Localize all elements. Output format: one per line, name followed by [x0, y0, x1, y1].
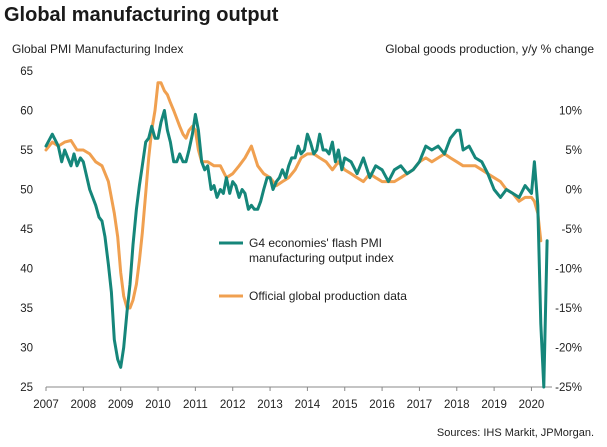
right-y-ticks: -25% -20% -15% -10% -5% 0% 5% 10% [555, 106, 582, 395]
legend-label-official: Official global production data [249, 289, 407, 303]
x-tick-label: 2009 [108, 399, 134, 411]
left-y-tick-label: 35 [20, 303, 33, 315]
left-y-tick-label: 45 [20, 224, 33, 236]
x-tick-label: 2014 [295, 399, 321, 411]
x-tick-label: 2010 [145, 399, 171, 411]
right-y-tick-label: -10% [555, 264, 582, 276]
x-tick-label: 2011 [183, 399, 208, 411]
legend-label-pmi: G4 economies' flash PMI manufacturing ou… [249, 236, 394, 265]
right-y-tick-label: 10% [559, 106, 582, 118]
right-y-tick-label: -25% [555, 382, 582, 394]
left-y-tick-label: 30 [20, 343, 33, 355]
right-y-tick-label: -15% [555, 303, 582, 315]
legend: G4 economies' flash PMI manufacturing ou… [219, 236, 407, 303]
left-y-tick-label: 65 [20, 66, 33, 78]
x-tick-label: 2015 [332, 399, 358, 411]
x-tick-label: 2007 [33, 399, 59, 411]
series-layer [44, 81, 549, 389]
right-y-tick-label: -20% [555, 343, 582, 355]
legend-label-pmi-line2: manufacturing output index [249, 251, 394, 265]
left-y-ticks: 25 30 35 40 45 50 55 60 65 [20, 66, 33, 394]
x-tick-label: 2019 [481, 399, 507, 411]
x-ticks: 2007 2008 2009 2010 2011 2012 2013 2014 2015 2016… [33, 387, 544, 411]
left-y-tick-label: 50 [20, 185, 33, 197]
right-y-tick-label: -5% [562, 224, 582, 236]
right-axis-label: Global goods production, y/y % change [385, 42, 594, 56]
left-y-tick-label: 40 [20, 264, 33, 276]
legend-label-pmi-line1: G4 economies' flash PMI [249, 236, 382, 250]
x-tick-label: 2008 [71, 399, 97, 411]
x-tick-label: 2018 [444, 399, 470, 411]
left-y-tick-label: 25 [20, 382, 33, 394]
chart-title: Global manufacturing output [4, 4, 279, 26]
x-tick-label: 2013 [257, 399, 283, 411]
x-tick-label: 2016 [369, 399, 395, 411]
left-axis-label: Global PMI Manufacturing Index [12, 42, 183, 56]
left-y-tick-label: 60 [20, 106, 33, 118]
x-tick-label: 2017 [407, 399, 433, 411]
source-note: Sources: IHS Markit, JPMorgan. [437, 427, 594, 439]
series-line-pmi [44, 109, 549, 389]
left-y-tick-label: 55 [20, 145, 33, 157]
x-tick-label: 2012 [220, 399, 246, 411]
series-line-official [44, 81, 543, 310]
right-y-tick-label: 0% [565, 185, 582, 197]
right-y-tick-label: 5% [565, 145, 582, 157]
x-tick-label: 2020 [519, 399, 545, 411]
